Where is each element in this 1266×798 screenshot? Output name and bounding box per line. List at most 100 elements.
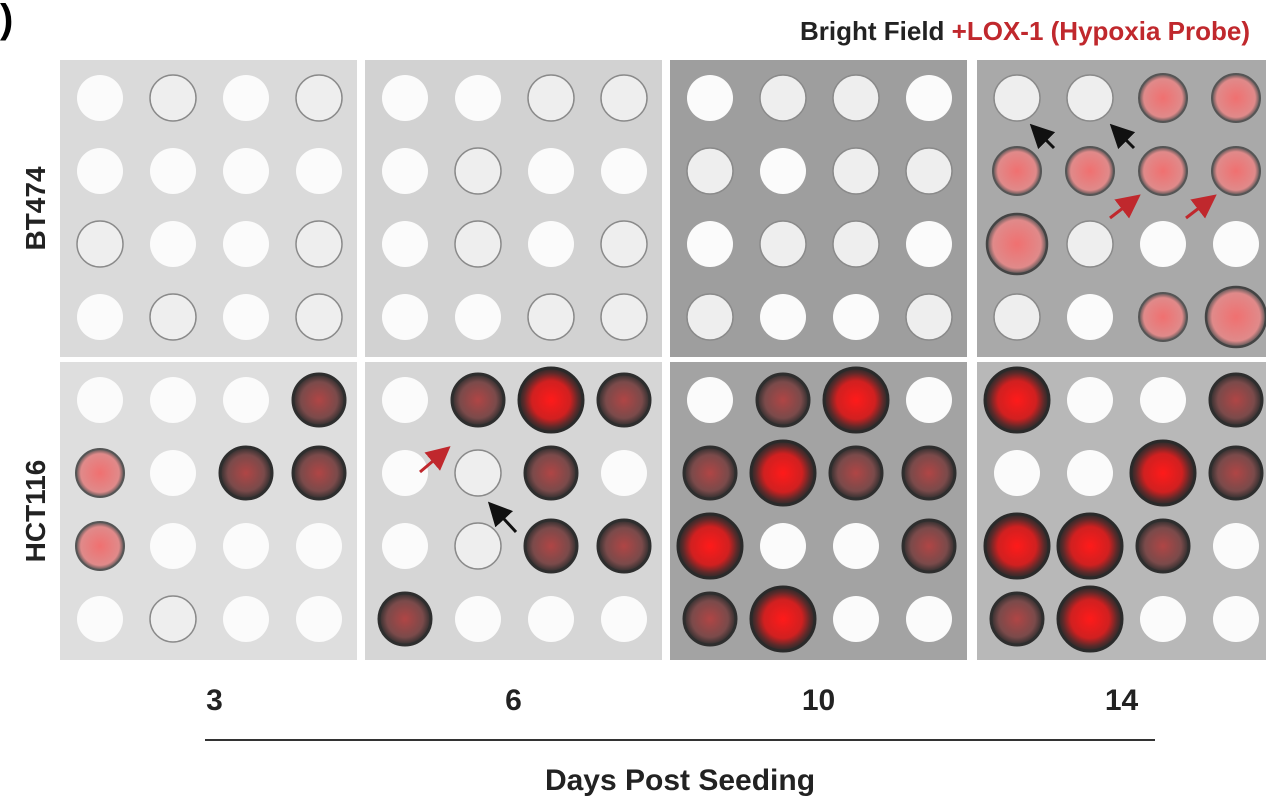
well [983, 366, 1051, 434]
well [454, 220, 502, 268]
well [382, 75, 428, 121]
well [760, 523, 806, 569]
arrows [419, 123, 1217, 534]
panel-mark: ) [0, 0, 13, 41]
well [517, 366, 585, 434]
well [600, 74, 648, 122]
row-label: HCT116 [20, 460, 51, 563]
well [295, 220, 343, 268]
well [601, 148, 647, 194]
well [454, 522, 502, 570]
arrow [1029, 123, 1056, 150]
well [601, 450, 647, 496]
well [1213, 221, 1259, 267]
well [906, 75, 952, 121]
well [450, 372, 506, 428]
well [223, 523, 269, 569]
well [906, 596, 952, 642]
well [601, 596, 647, 642]
well [149, 74, 197, 122]
well [832, 220, 880, 268]
well [528, 221, 574, 267]
well [223, 75, 269, 121]
well [382, 294, 428, 340]
well [832, 74, 880, 122]
well [985, 212, 1049, 276]
well [833, 523, 879, 569]
well [1208, 445, 1264, 501]
well [682, 591, 738, 647]
well [901, 518, 957, 574]
well [905, 147, 953, 195]
well [687, 377, 733, 423]
well [454, 449, 502, 497]
well [687, 221, 733, 267]
arrow [419, 446, 451, 474]
well [832, 147, 880, 195]
column-label: 3 [206, 684, 223, 717]
well [600, 220, 648, 268]
well [382, 450, 428, 496]
well [749, 585, 817, 653]
well [455, 294, 501, 340]
well [296, 596, 342, 642]
well [993, 293, 1041, 341]
well [295, 74, 343, 122]
legend-probe: +LOX-1 (Hypoxia Probe) [952, 16, 1250, 46]
well [1208, 372, 1264, 428]
well [1138, 73, 1188, 123]
column-label: 6 [505, 684, 522, 717]
well [223, 221, 269, 267]
well [150, 148, 196, 194]
well [1056, 585, 1124, 653]
column-label: 10 [802, 684, 835, 717]
well [1066, 220, 1114, 268]
well [1129, 439, 1197, 507]
well [1067, 377, 1113, 423]
well [755, 372, 811, 428]
well [676, 512, 744, 580]
well [455, 596, 501, 642]
well [1067, 294, 1113, 340]
well [687, 75, 733, 121]
arrow [487, 501, 518, 534]
row-label: BT474 [20, 166, 51, 250]
well [686, 293, 734, 341]
well [983, 512, 1051, 580]
well [76, 220, 124, 268]
well [1066, 74, 1114, 122]
well [906, 221, 952, 267]
arrow [1185, 194, 1217, 220]
well [1211, 73, 1261, 123]
well [223, 294, 269, 340]
well [906, 377, 952, 423]
well [759, 220, 807, 268]
well [759, 74, 807, 122]
well [833, 596, 879, 642]
x-axis-label: Days Post Seeding [545, 764, 815, 797]
well [1056, 512, 1124, 580]
well [77, 294, 123, 340]
well [1135, 518, 1191, 574]
well [454, 147, 502, 195]
well [992, 146, 1042, 196]
well [527, 293, 575, 341]
well [150, 523, 196, 569]
well [296, 148, 342, 194]
well [382, 523, 428, 569]
well [150, 450, 196, 496]
well [989, 591, 1045, 647]
well [77, 377, 123, 423]
well [223, 596, 269, 642]
well [828, 445, 884, 501]
well [905, 293, 953, 341]
well [223, 377, 269, 423]
well [994, 450, 1040, 496]
well [149, 595, 197, 643]
well [596, 518, 652, 574]
legend: Bright Field +LOX-1 (Hypoxia Probe) [800, 16, 1250, 46]
well [993, 74, 1041, 122]
well [760, 148, 806, 194]
